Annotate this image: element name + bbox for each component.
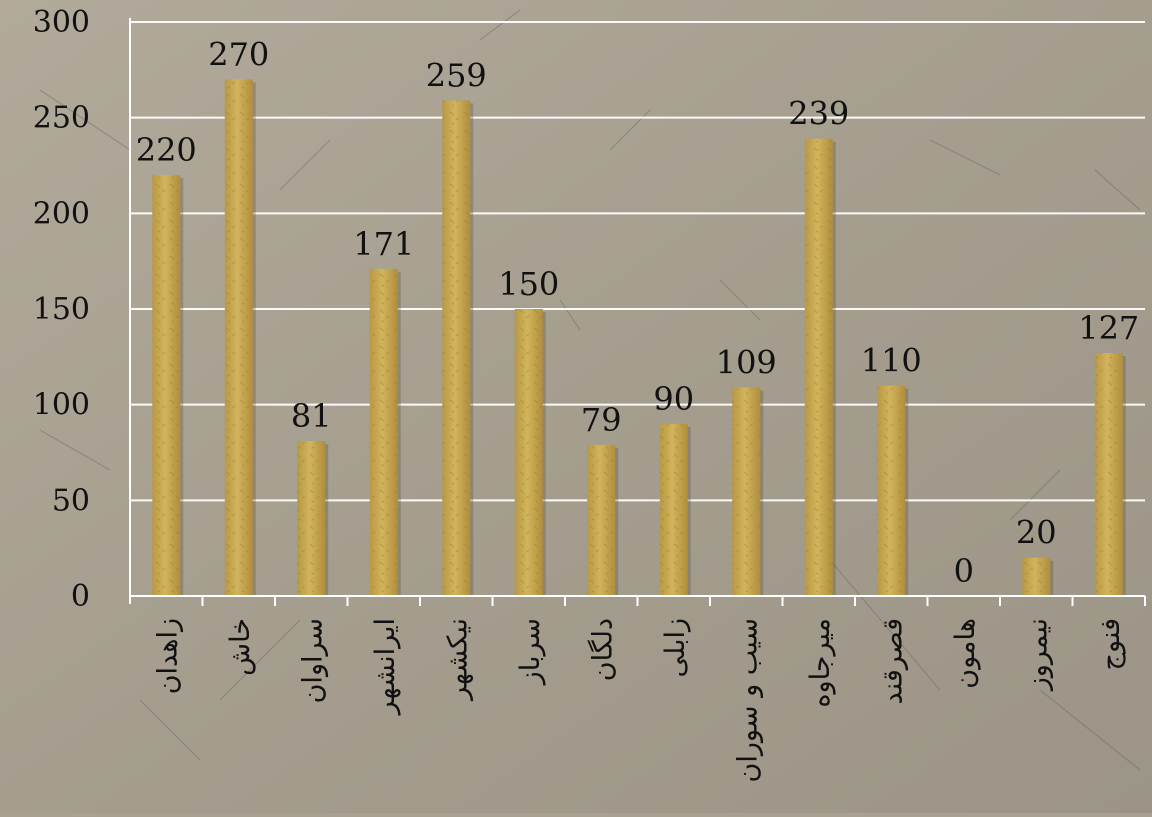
x-category-label: سیب و سوران: [732, 618, 763, 782]
data-label: 90: [653, 380, 694, 418]
data-label: 270: [208, 35, 269, 73]
data-label: 259: [426, 56, 487, 94]
x-category-label: فنوج: [1095, 618, 1126, 670]
data-label: 109: [716, 343, 777, 381]
bar-texture: [1022, 558, 1050, 596]
data-label: 79: [581, 401, 622, 439]
data-label: 171: [353, 225, 414, 263]
bar-texture: [1095, 353, 1123, 596]
bar-texture: [587, 445, 615, 596]
y-tick-label: 250: [33, 101, 90, 136]
data-label: 0: [954, 552, 974, 590]
bar-texture: [225, 79, 253, 596]
y-tick-label: 100: [33, 388, 90, 423]
data-label: 81: [291, 397, 332, 435]
bar-texture: [152, 175, 180, 596]
bar-texture: [660, 424, 688, 596]
x-category-label: قصرقند: [877, 618, 908, 704]
x-category-label: نیمروز: [1022, 618, 1053, 692]
y-tick-label: 0: [71, 579, 90, 614]
data-label: 127: [1078, 309, 1139, 347]
data-label: 20: [1016, 514, 1057, 552]
bar-texture: [297, 441, 325, 596]
data-label: 239: [788, 95, 849, 133]
bar-texture: [370, 269, 398, 596]
x-category-label: خاش: [225, 618, 256, 676]
y-tick-label: 200: [33, 196, 90, 231]
data-label: 150: [498, 265, 559, 303]
bar-texture: [515, 309, 543, 596]
data-label: 220: [136, 131, 197, 169]
x-category-label: نیکشهر: [442, 618, 473, 702]
x-category-label: دلگان: [586, 618, 618, 681]
y-tick-label: 150: [33, 292, 90, 327]
x-category-label: زابلی: [660, 618, 691, 678]
bar-texture: [805, 139, 833, 596]
x-category-label: ایرانشهر: [370, 618, 401, 716]
bar-texture: [442, 100, 470, 596]
y-tick-label: 50: [52, 483, 90, 518]
x-category-label: هامون: [950, 618, 981, 689]
y-tick-label: 300: [33, 5, 90, 40]
x-category-label: سرباز: [515, 618, 546, 686]
bar-texture: [732, 387, 760, 596]
x-category-label: میرجاوه: [805, 618, 836, 708]
x-category-label: سراوان: [297, 618, 328, 703]
data-label: 110: [861, 342, 922, 380]
x-category-label: زاهدان: [152, 618, 183, 694]
bar-texture: [877, 386, 905, 596]
